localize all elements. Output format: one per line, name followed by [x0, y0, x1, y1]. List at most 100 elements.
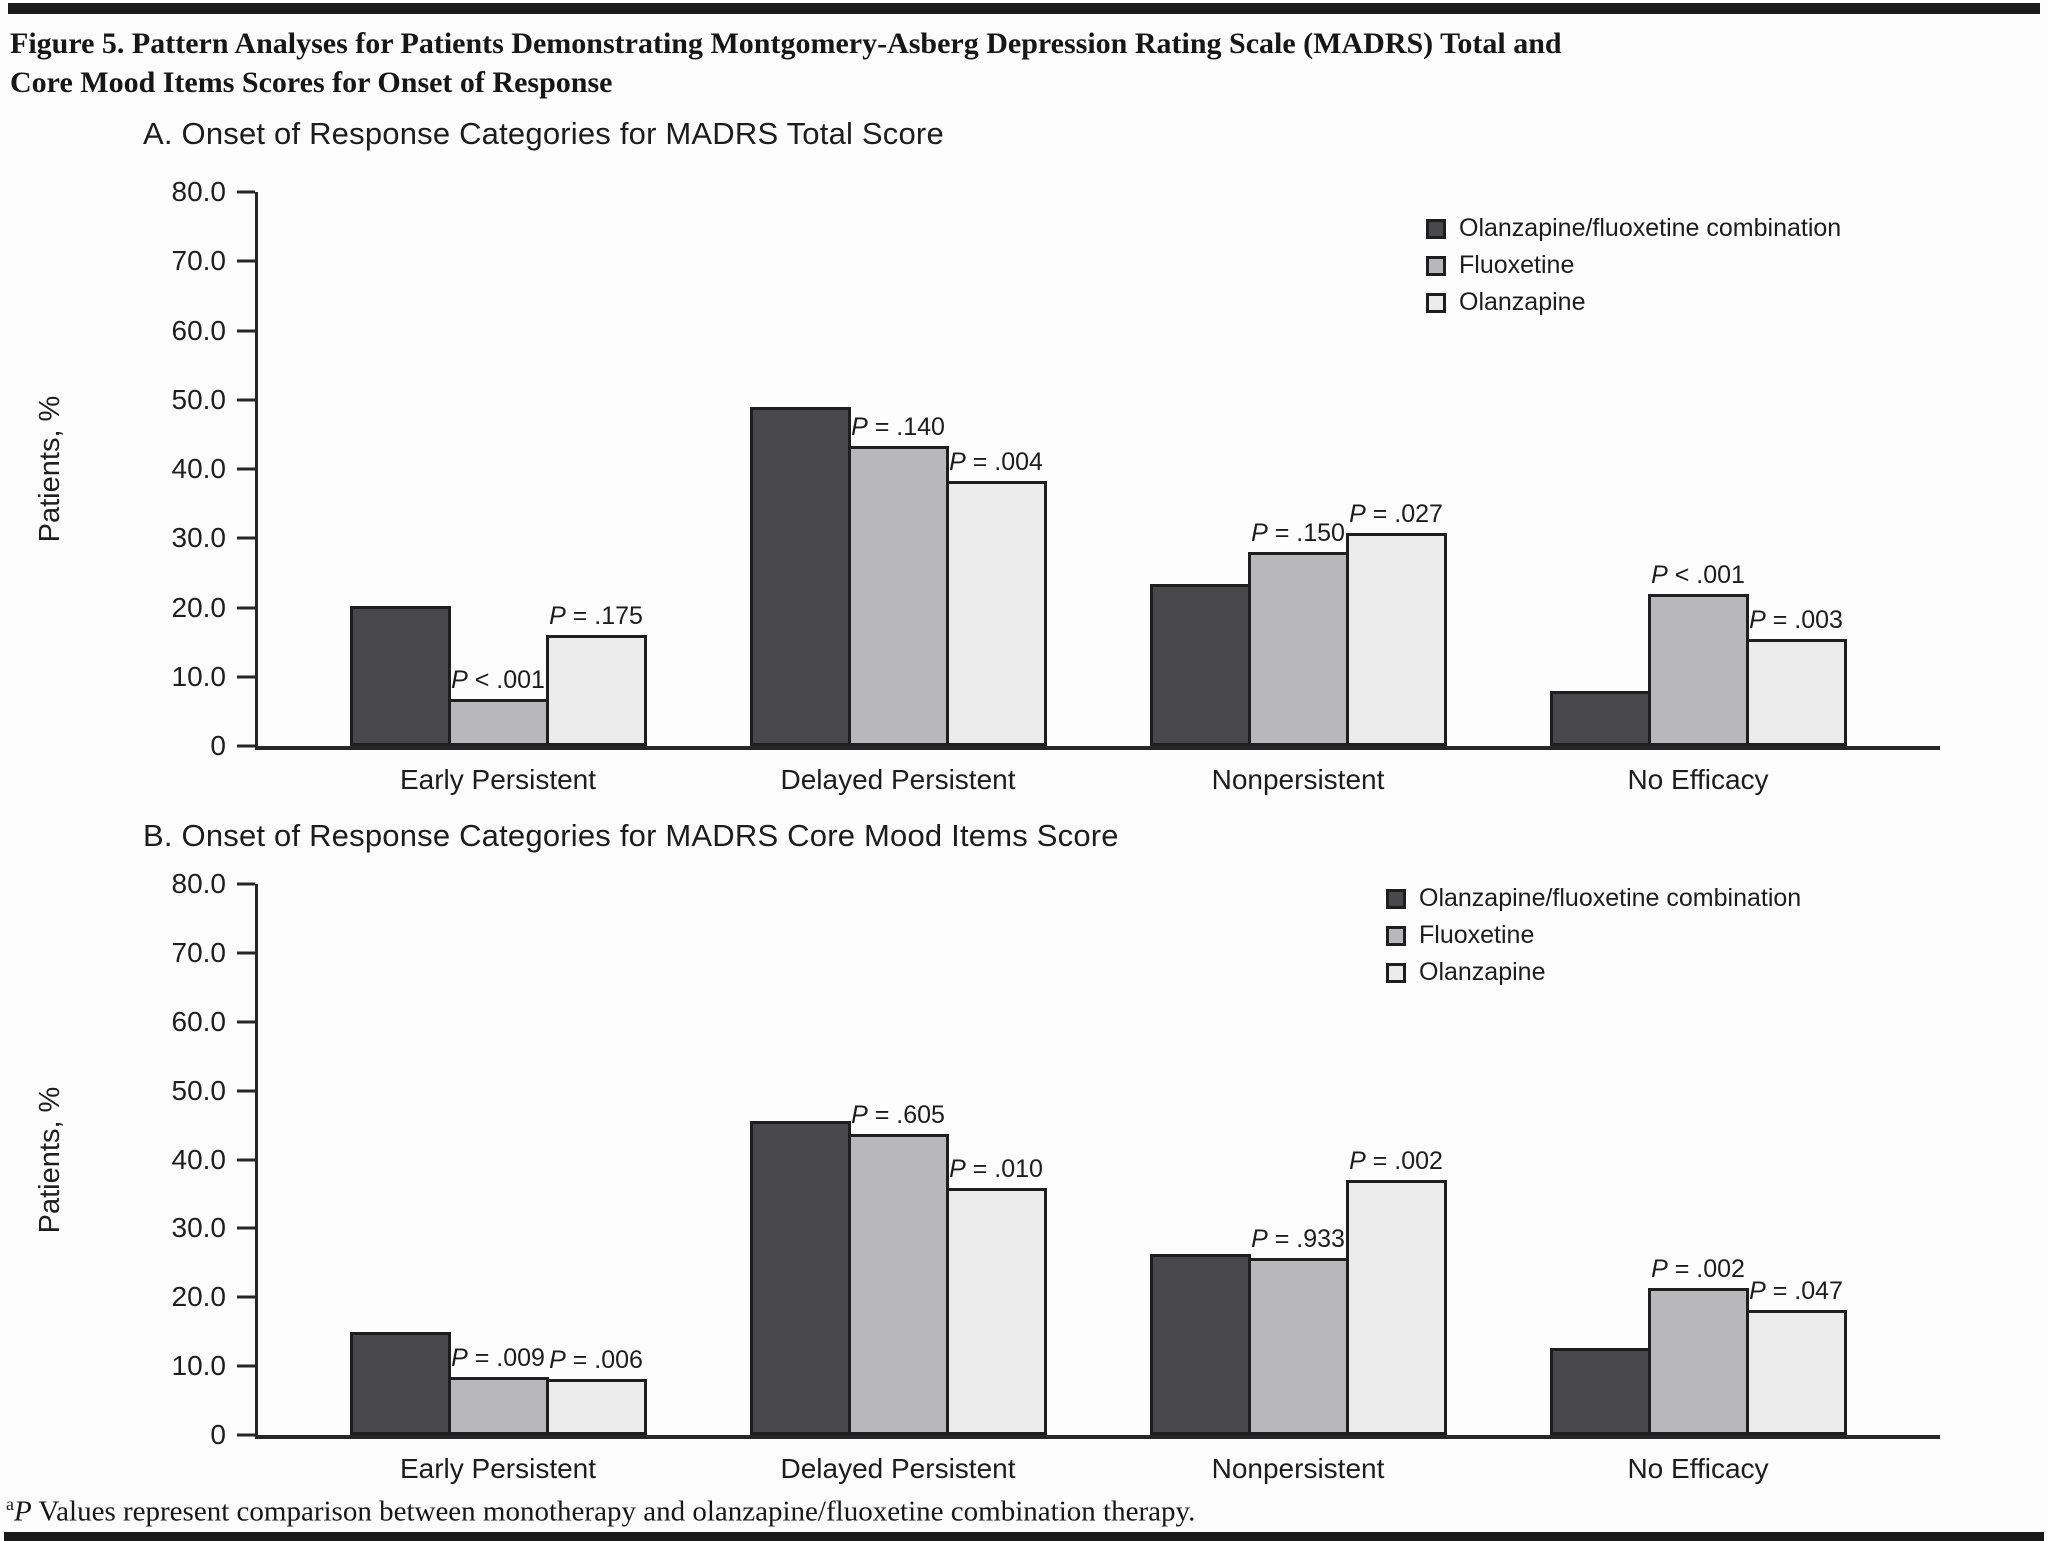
legend-row: Fluoxetine	[1386, 921, 1801, 950]
bar	[1149, 583, 1251, 746]
bar: P = .175	[545, 602, 647, 746]
legend-swatch	[1426, 255, 1446, 276]
y-axis-tick-label: 70.0	[171, 936, 227, 968]
bar	[349, 1331, 451, 1435]
category-label: Nonpersistent	[1211, 1453, 1385, 1484]
p-value-italic-p: P	[1349, 1147, 1366, 1176]
category-label: Early Persistent	[399, 1453, 597, 1484]
p-value-italic-p: P	[851, 413, 868, 442]
bar: P = .010	[945, 1155, 1047, 1435]
bar	[749, 406, 851, 746]
legend-label: Fluoxetine	[1419, 921, 1535, 949]
y-axis-tick	[237, 1226, 255, 1230]
y-axis-tick	[237, 882, 255, 886]
y-axis-tick-label: 0	[210, 730, 226, 761]
footnote-p: P	[13, 1495, 32, 1528]
p-value-text: = .004	[965, 448, 1043, 477]
category-label: Early Persistent	[399, 764, 597, 795]
bar	[749, 1120, 851, 1435]
p-value-text: = .003	[1765, 606, 1843, 635]
legend-swatch	[1386, 962, 1406, 983]
p-value-italic-p: P	[851, 1101, 868, 1130]
bottom-rule	[4, 1532, 2044, 1541]
y-axis-tick-label: 20.0	[171, 591, 227, 623]
p-value-italic-p: P	[949, 1154, 966, 1183]
footnote: aP Values represent comparison between m…	[6, 1494, 1906, 1529]
y-axis-tick-label: 50.0	[171, 1074, 227, 1106]
y-axis-tick-label: 40.0	[171, 453, 227, 484]
legend-label: Olanzapine	[1459, 288, 1586, 316]
y-axis-tick-label: 70.0	[171, 245, 227, 277]
y-axis-tick	[237, 606, 255, 609]
p-value-text: < .001	[467, 665, 545, 694]
legend-row: Fluoxetine	[1426, 251, 1841, 280]
p-value-text: = .605	[867, 1101, 945, 1130]
bar-group: P = .002 P = .047	[1498, 884, 1898, 1435]
legend-swatch	[1386, 925, 1406, 946]
category-label: Nonpersistent	[1211, 764, 1385, 795]
p-value-italic-p: P	[451, 665, 468, 694]
p-value-text: = .933	[1267, 1225, 1345, 1253]
bar: P = .150	[1247, 519, 1349, 746]
p-value-label: P = .002	[1651, 1255, 1745, 1284]
bar: P = .009	[447, 1344, 549, 1435]
bar-group: P = .605 P = .010	[698, 884, 1098, 1435]
category-label: Delayed Persistent	[780, 1453, 1016, 1484]
p-value-text: = .175	[565, 601, 643, 630]
p-value-label: P = .175	[549, 602, 643, 631]
p-value-label: P < .001	[451, 666, 545, 695]
bar: P < .001	[447, 666, 549, 746]
p-value-label: P = .140	[851, 413, 945, 442]
panel-b-chart: Patients, % 80.0 70.0 60.0 50.0 40.0 30.0 20.0 1…	[34, 868, 1940, 1484]
p-value-label: P = .150	[1251, 519, 1345, 548]
bar-group: P < .001 P = .175	[298, 192, 698, 746]
bar	[1149, 1253, 1251, 1435]
y-axis-tick	[237, 1089, 255, 1093]
y-axis-tick	[237, 744, 255, 748]
y-axis-tick-label: 60.0	[171, 1005, 227, 1037]
y-axis-tick	[237, 467, 255, 471]
bar-group: P < .001 P = .003	[1498, 192, 1898, 746]
footnote-superscript: a	[6, 1494, 14, 1514]
bar: P = .002	[1345, 1147, 1447, 1435]
y-axis-tick-label: 60.0	[171, 314, 227, 346]
figure-title: Figure 5. Pattern Analyses for Patients …	[10, 24, 1610, 102]
y-axis-tick-label: 0	[210, 1419, 226, 1450]
p-value-italic-p: P	[549, 1346, 566, 1375]
p-value-italic-p: P	[1749, 1277, 1766, 1306]
y-axis-tick-label: 30.0	[171, 522, 227, 554]
figure-title-line-2: Core Mood Items Scores for Onset of Resp…	[10, 66, 613, 99]
y-axis-tick-label: 40.0	[171, 1143, 227, 1175]
p-value-label: P = .006	[549, 1346, 643, 1375]
p-value-label: P = .047	[1749, 1277, 1843, 1306]
category-label: No Efficacy	[1627, 764, 1769, 795]
y-axis-tick-label: 50.0	[171, 383, 227, 415]
bar: P = .006	[545, 1346, 647, 1435]
y-axis-tick	[237, 1158, 255, 1161]
bar: P = .004	[945, 448, 1047, 746]
p-value-italic-p: P	[549, 601, 566, 630]
legend: Olanzapine/fluoxetine combination Fluoxet…	[1386, 884, 1801, 995]
legend-label: Olanzapine/fluoxetine combination	[1419, 884, 1802, 912]
p-value-label: P = .605	[851, 1101, 945, 1130]
bar	[1549, 691, 1651, 746]
p-value-text: = .140	[867, 413, 945, 442]
y-axis-label: Patients, %	[34, 1086, 66, 1233]
bar-group: P = .933 P = .002	[1098, 884, 1498, 1435]
p-value-label: P = .933	[1251, 1225, 1345, 1254]
bar: P = .140	[847, 413, 949, 746]
p-value-text: = .002	[1667, 1255, 1745, 1284]
legend-swatch	[1426, 218, 1446, 239]
y-axis-tick-label: 20.0	[171, 1281, 227, 1313]
y-axis-tick	[237, 259, 255, 263]
bar: P = .002	[1647, 1255, 1749, 1435]
y-axis-tick	[237, 675, 255, 679]
p-value-italic-p: P	[1349, 499, 1366, 528]
legend-label: Fluoxetine	[1459, 251, 1575, 279]
legend-row: Olanzapine	[1386, 958, 1801, 987]
p-value-text: = .009	[467, 1344, 545, 1373]
panel-a-chart: Patients, % 80.0 70.0 60.0 50.0 40.0 30.0 20.0 1…	[34, 176, 1940, 795]
p-value-italic-p: P	[1651, 560, 1668, 589]
legend-swatch	[1386, 888, 1406, 909]
